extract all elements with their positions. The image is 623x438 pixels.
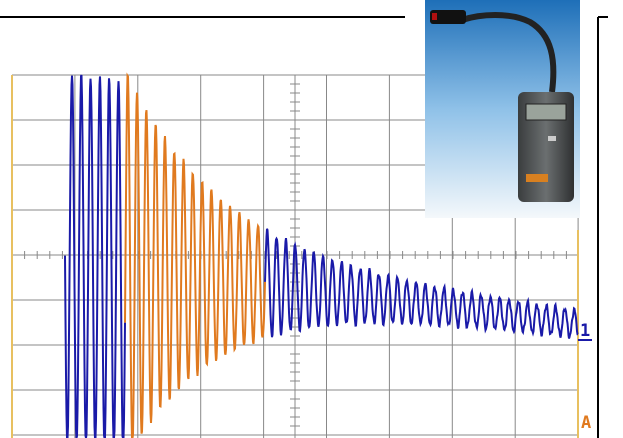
product-photo [425, 0, 580, 218]
trigger-marker: A [581, 413, 591, 433]
channel-marker: 1 [580, 321, 590, 341]
waveform [64, 72, 579, 438]
trace [264, 228, 579, 339]
trace [64, 74, 126, 438]
trace [124, 72, 266, 438]
